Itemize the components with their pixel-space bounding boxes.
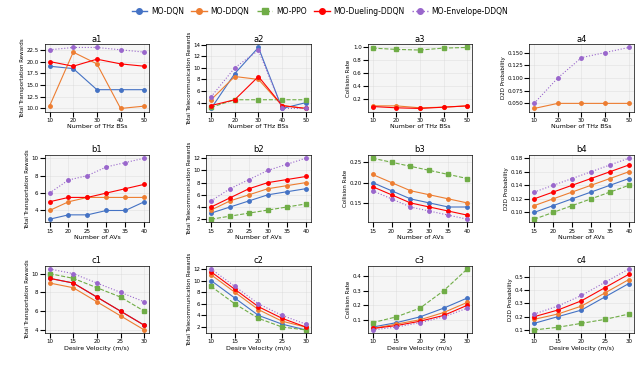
X-axis label: Number of THz BSs: Number of THz BSs (67, 124, 127, 129)
X-axis label: Number of THz BSs: Number of THz BSs (551, 124, 612, 129)
Title: a3: a3 (415, 35, 425, 44)
Y-axis label: D2D Probability: D2D Probability (504, 167, 509, 210)
X-axis label: Desire Velocity (m/s): Desire Velocity (m/s) (65, 346, 129, 351)
Y-axis label: Total Telecommunication Rewards: Total Telecommunication Rewards (187, 253, 192, 346)
Title: c3: c3 (415, 256, 425, 265)
Y-axis label: Total Telecommunication Rewards: Total Telecommunication Rewards (187, 31, 192, 125)
Y-axis label: Collision Rate: Collision Rate (346, 59, 351, 97)
Legend: MO-DQN, MO-DDQN, MO-PPO, MO-Dueling-DDQN, MO-Envelope-DDQN: MO-DQN, MO-DDQN, MO-PPO, MO-Dueling-DDQN… (129, 4, 511, 19)
Y-axis label: Collision Rate: Collision Rate (346, 281, 351, 318)
Title: c1: c1 (92, 256, 102, 265)
Y-axis label: Total Telecommunication Rewards: Total Telecommunication Rewards (187, 142, 192, 235)
X-axis label: Number of THz BSs: Number of THz BSs (390, 124, 450, 129)
Title: c4: c4 (577, 256, 586, 265)
X-axis label: Desire Velocity (m/s): Desire Velocity (m/s) (226, 346, 291, 351)
X-axis label: Desire Velocity (m/s): Desire Velocity (m/s) (387, 346, 452, 351)
X-axis label: Desire Velocity (m/s): Desire Velocity (m/s) (549, 346, 614, 351)
Y-axis label: D2D Probability: D2D Probability (501, 57, 506, 99)
Title: a1: a1 (92, 35, 102, 44)
Title: c2: c2 (253, 256, 264, 265)
Y-axis label: Total Transportation Rewards: Total Transportation Rewards (25, 149, 30, 229)
X-axis label: Number of AVs: Number of AVs (235, 235, 282, 240)
X-axis label: Number of AVs: Number of AVs (558, 235, 605, 240)
Y-axis label: Total Transportation Rewards: Total Transportation Rewards (20, 38, 25, 118)
X-axis label: Number of THz BSs: Number of THz BSs (228, 124, 289, 129)
Y-axis label: Collision Rate: Collision Rate (343, 170, 348, 207)
Title: b4: b4 (576, 145, 587, 154)
Title: b1: b1 (92, 145, 102, 154)
Title: a2: a2 (253, 35, 264, 44)
Title: b2: b2 (253, 145, 264, 154)
Title: b3: b3 (415, 145, 426, 154)
Y-axis label: D2D Probability: D2D Probability (508, 278, 513, 321)
X-axis label: Number of AVs: Number of AVs (397, 235, 444, 240)
Y-axis label: Total Transportation Rewards: Total Transportation Rewards (25, 260, 30, 339)
X-axis label: Number of AVs: Number of AVs (74, 235, 120, 240)
Title: a4: a4 (576, 35, 587, 44)
